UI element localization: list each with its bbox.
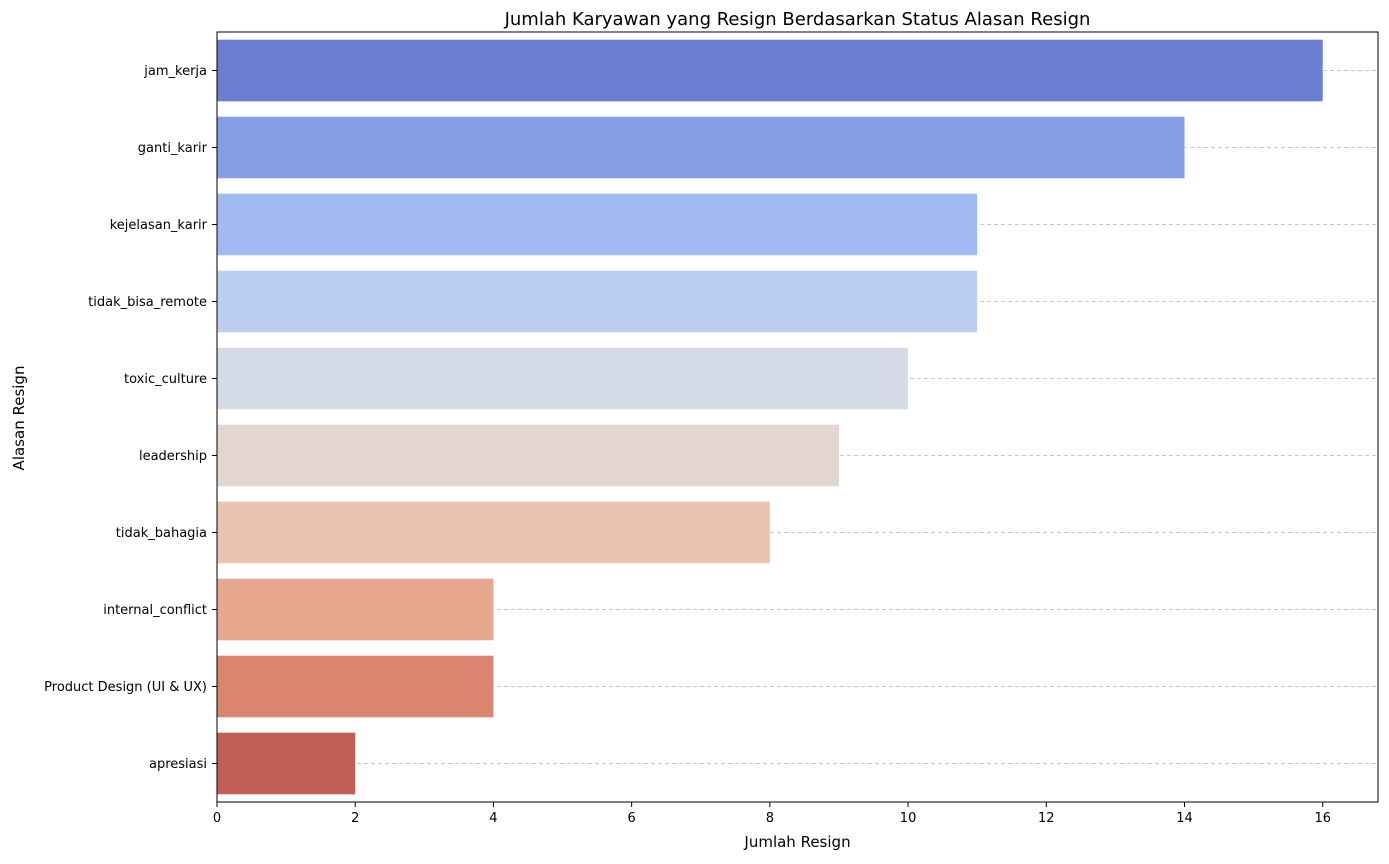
x-tick-label: 4: [489, 811, 497, 826]
x-tick-label: 2: [351, 811, 359, 826]
chart-title: Jumlah Karyawan yang Resign Berdasarkan …: [504, 9, 1091, 30]
axes-frame: [216, 31, 1379, 803]
y-tick-label: Product Design (UI & UX): [44, 680, 207, 695]
bar-apresiasi: [217, 732, 356, 795]
y-tick-label: leadership: [139, 449, 207, 464]
bars: [217, 39, 1323, 795]
y-ticks: jam_kerja ganti_karir kejelasan_karirtidak…: [44, 64, 217, 772]
y-tick-label: ganti_karir: [138, 141, 208, 156]
y-tick-label: kejelasan_karir: [110, 218, 208, 233]
y-tick-label: jam_kerja: [143, 64, 207, 79]
axes: [216, 31, 1379, 803]
bar-product-design-ui-ux: [217, 655, 494, 718]
x-axis-label: Jumlah Resign: [743, 833, 850, 851]
x-tick-label: 10: [900, 811, 917, 826]
x-tick-label: 6: [628, 811, 636, 826]
y-axis-label: Alasan Resign: [10, 366, 28, 471]
x-tick-label: 14: [1176, 811, 1193, 826]
y-tick-label: tidak_bahagia: [116, 526, 207, 541]
x-tick-label: 0: [213, 811, 221, 826]
bar-ganti-karir: [217, 116, 1185, 179]
bar-toxic-culture: [217, 347, 909, 410]
y-tick-label: apresiasi: [149, 757, 207, 772]
bar-jam-kerja: [217, 39, 1323, 102]
bar-leadership: [217, 424, 839, 487]
bar-tidak-bisa-remote: [217, 270, 978, 333]
y-tick-label: tidak_bisa_remote: [88, 295, 207, 310]
bar-tidak-bahagia: [217, 501, 770, 564]
x-tick-label: 12: [1038, 811, 1055, 826]
bar-kejelasan-karir: [217, 193, 978, 256]
bar-internal-conflict: [217, 578, 494, 641]
y-tick-label: internal_conflict: [103, 603, 207, 618]
y-tick-label: toxic_culture: [124, 372, 207, 387]
x-tick-label: 8: [766, 811, 774, 826]
x-ticks: 0 2 4 6 8 10 12 14 16: [213, 802, 1331, 826]
x-tick-label: 16: [1314, 811, 1331, 826]
